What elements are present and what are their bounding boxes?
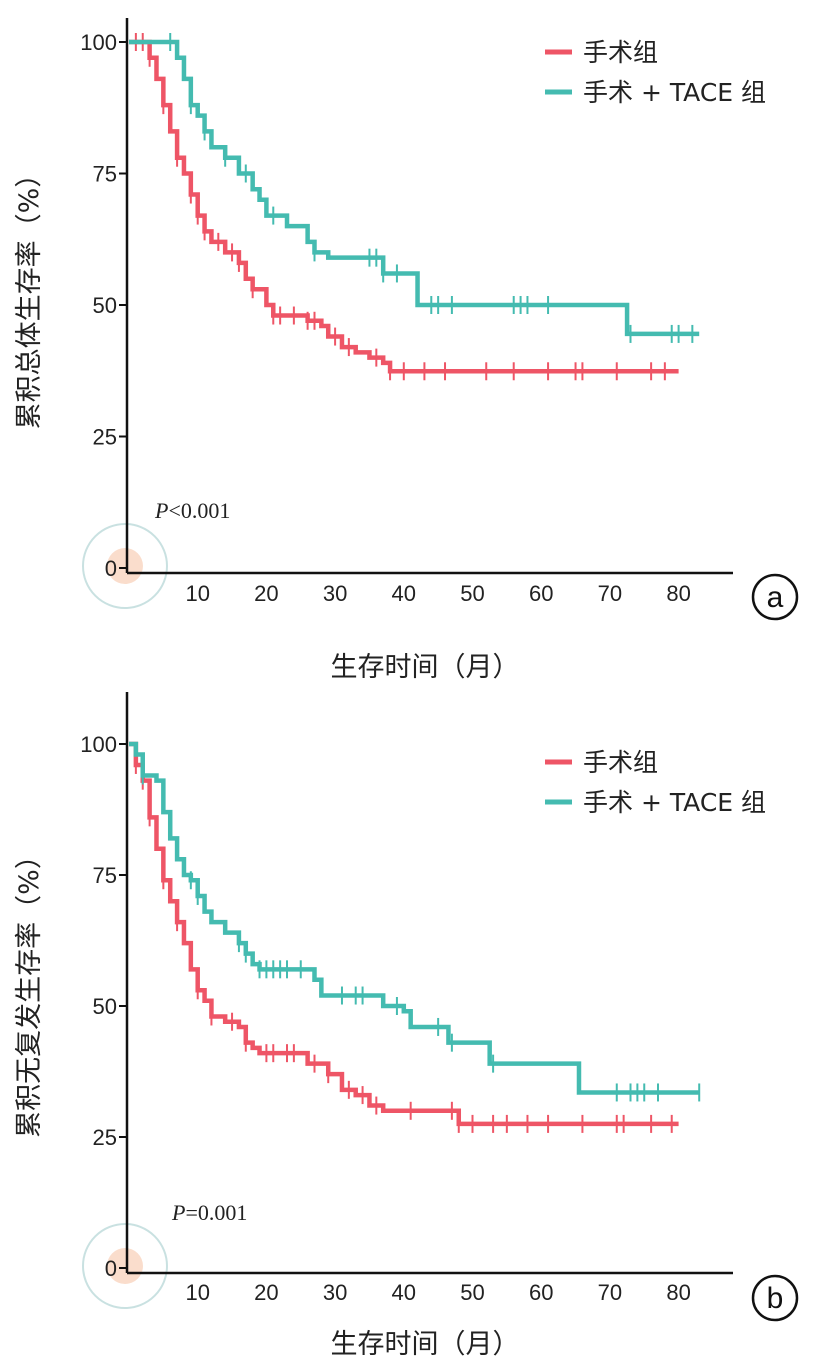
p-value-annotation: P<0.001 xyxy=(154,498,230,523)
y-tick-label: 0 xyxy=(105,556,117,581)
x-axis-label: 生存时间（月） xyxy=(331,1329,520,1360)
legend-label: 手术 + TACE 组 xyxy=(583,78,766,107)
chart-panel-a: 0 25 50 75 100 10 20 30 40 50 60 70 80 生存时间（月） 累积总体生存率… xyxy=(14,18,799,683)
p-value: =0.001 xyxy=(185,1200,247,1225)
x-tick-label: 80 xyxy=(666,1280,690,1305)
y-tick-label: 50 xyxy=(93,994,117,1019)
watermark-center xyxy=(107,1248,143,1284)
series-surgery-tace xyxy=(129,33,700,343)
panel-label-circle xyxy=(751,573,799,621)
x-tick-label: 20 xyxy=(254,1280,278,1305)
legend-label: 手术组 xyxy=(583,748,658,777)
x-tick-label: 40 xyxy=(392,1280,416,1305)
x-tick-label: 20 xyxy=(254,581,278,606)
p-symbol: P xyxy=(154,498,168,523)
panel-label: a xyxy=(767,581,784,614)
panel-label-circle xyxy=(751,1274,799,1322)
y-tick-label: 50 xyxy=(93,293,117,318)
x-tick-label: 30 xyxy=(323,581,347,606)
x-tick-label: 50 xyxy=(460,1280,484,1305)
x-tick-label: 10 xyxy=(185,581,209,606)
y-tick-label: 75 xyxy=(93,863,117,888)
p-symbol: P xyxy=(171,1200,185,1225)
km-curve xyxy=(129,741,679,1127)
series-surgery-tace xyxy=(129,741,701,1102)
y-tick-label: 100 xyxy=(80,30,117,55)
km-curve xyxy=(129,741,700,1095)
x-tick-label: 60 xyxy=(529,581,553,606)
y-axis-label: 累积总体生存率（%） xyxy=(14,161,45,430)
watermark-center xyxy=(107,548,143,584)
y-tick-label: 25 xyxy=(93,425,117,450)
y-tick-label: 75 xyxy=(93,162,117,187)
legend-label: 手术组 xyxy=(583,38,658,67)
x-tick-label: 70 xyxy=(598,581,622,606)
watermark-logo xyxy=(82,1223,168,1309)
chart-panel-b: 0 25 50 75 100 10 20 30 40 50 60 70 80 生存时间（月） 累积无复发生存… xyxy=(14,692,799,1360)
panel-label: b xyxy=(767,1282,784,1315)
watermark-ring xyxy=(82,1223,168,1309)
legend-label: 手术 + TACE 组 xyxy=(583,788,766,817)
x-tick-label: 30 xyxy=(323,1280,347,1305)
p-value: <0.001 xyxy=(168,498,230,523)
x-tick-label: 10 xyxy=(185,1280,209,1305)
x-tick-label: 60 xyxy=(529,1280,553,1305)
y-tick-label: 25 xyxy=(93,1125,117,1150)
watermark-logo xyxy=(82,523,168,609)
p-value-annotation: P=0.001 xyxy=(171,1200,247,1225)
x-tick-label: 80 xyxy=(666,581,690,606)
x-tick-label: 50 xyxy=(460,581,484,606)
y-tick-label: 0 xyxy=(105,1256,117,1281)
x-tick-label: 40 xyxy=(392,581,416,606)
x-tick-label: 70 xyxy=(598,1280,622,1305)
y-axis-label: 累积无复发生存率（%） xyxy=(14,842,45,1138)
y-tick-label: 100 xyxy=(80,732,117,757)
x-axis-label: 生存时间（月） xyxy=(331,652,520,683)
series-surgery xyxy=(129,741,679,1133)
watermark-ring xyxy=(82,523,168,609)
